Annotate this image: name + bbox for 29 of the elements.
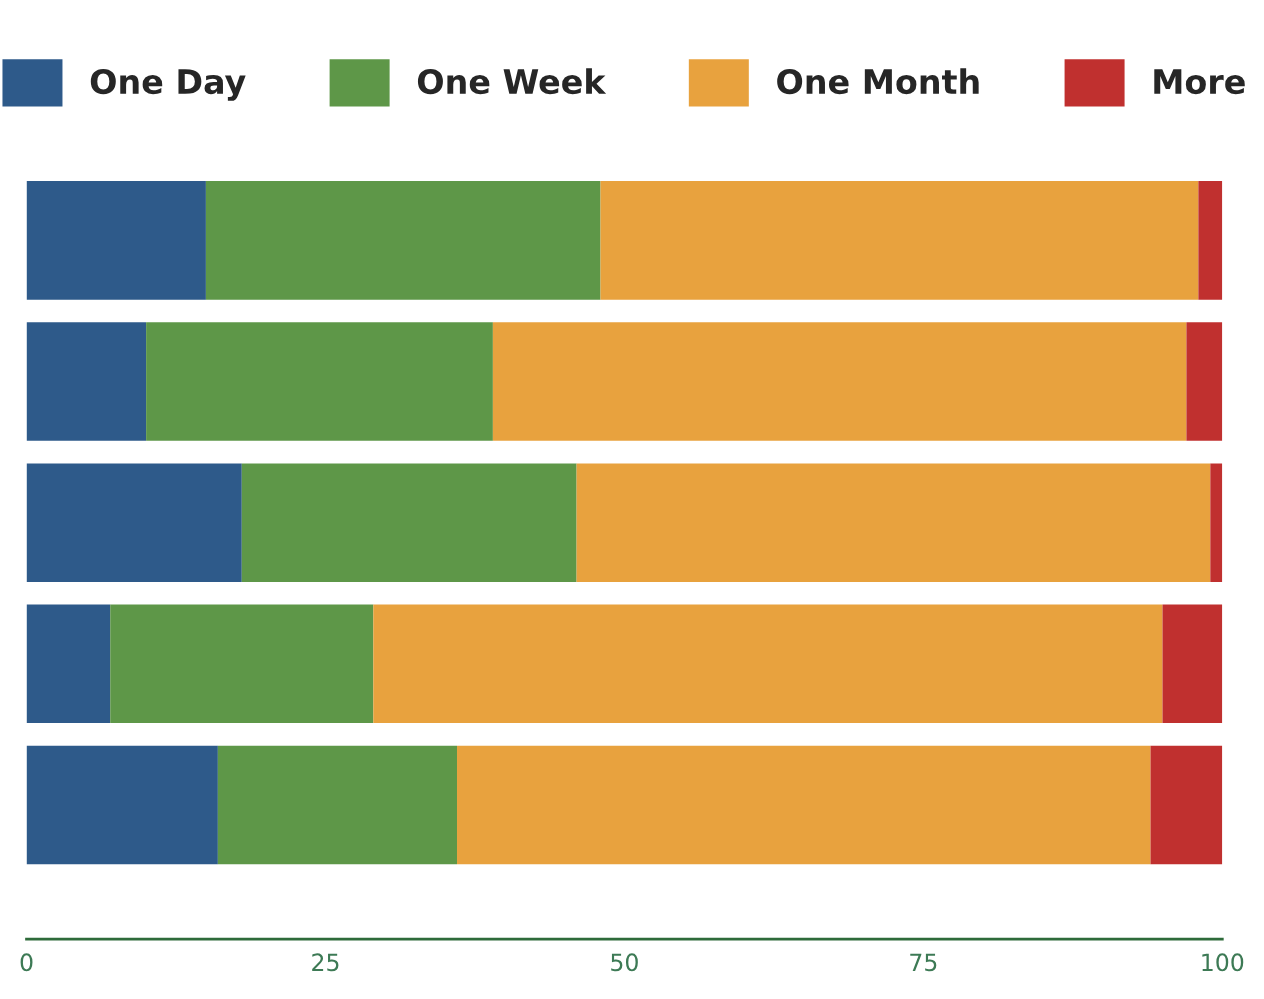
bar bbox=[146, 322, 493, 441]
bar bbox=[1198, 181, 1223, 300]
bar bbox=[1150, 745, 1223, 865]
bar bbox=[1162, 604, 1223, 724]
x-tick-label: 25 bbox=[312, 953, 339, 972]
legend-label: One Month bbox=[777, 68, 979, 95]
bar bbox=[600, 181, 1199, 300]
legend-label: One Week bbox=[417, 68, 607, 95]
bar bbox=[26, 745, 218, 865]
bar bbox=[373, 604, 1163, 724]
legend-label: More bbox=[1154, 69, 1245, 95]
bar bbox=[576, 463, 1211, 582]
x-tick-label: 75 bbox=[910, 953, 937, 972]
bar bbox=[110, 604, 374, 724]
x-tick-label: 0 bbox=[20, 953, 33, 972]
bar bbox=[241, 463, 577, 582]
legend-label: One Day bbox=[90, 68, 246, 101]
x-tick-label: 100 bbox=[1202, 953, 1244, 972]
x-tick-label: 50 bbox=[611, 953, 638, 972]
bar bbox=[457, 745, 1151, 865]
bar bbox=[26, 604, 111, 724]
bar bbox=[1186, 322, 1223, 441]
bar bbox=[26, 322, 147, 441]
bar bbox=[205, 181, 601, 300]
bar bbox=[217, 745, 458, 865]
bar bbox=[26, 181, 206, 300]
bar bbox=[1210, 463, 1223, 582]
bar bbox=[26, 463, 242, 582]
bar bbox=[492, 322, 1187, 441]
